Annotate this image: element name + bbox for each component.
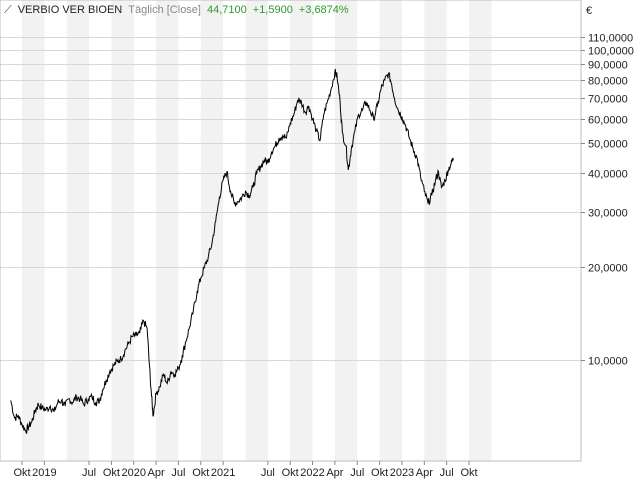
change-absolute: +1,5900 (252, 4, 293, 16)
quarter-band (245, 0, 268, 461)
x-tick-label: Okt (13, 467, 30, 479)
quarter-band (424, 0, 447, 461)
quarter-bands (22, 0, 492, 461)
quarter-band (66, 0, 90, 461)
currency-label: € (586, 5, 592, 17)
x-tick-label: Jul (440, 467, 454, 479)
y-tick-label: 90,0000 (588, 60, 628, 72)
x-axis: Okt 2019 Jul Okt 2020 Apr Jul Okt 2021 Jul Okt 2022… (13, 461, 478, 479)
y-tick-label: 10,0000 (588, 356, 628, 368)
x-tick-label: Apr (148, 467, 165, 479)
y-tick-label: 100,0000 (588, 46, 634, 58)
last-price: 44,7100 (207, 4, 247, 16)
gridlines (0, 37, 581, 361)
y-tick-label: 70,0000 (588, 94, 628, 106)
x-tick-label: 2021 (211, 467, 235, 479)
y-tick-label: 50,0000 (588, 139, 628, 151)
quarter-band (156, 0, 179, 461)
x-tick-label: Okt (371, 467, 388, 479)
x-tick-label: 2019 (32, 467, 56, 479)
x-tick-label: 2022 (300, 467, 324, 479)
price-mode: Täglich [Close] (128, 4, 201, 16)
quarter-band (22, 0, 45, 461)
y-tick-label: 110,0000 (588, 33, 633, 45)
x-tick-label: Okt (103, 467, 120, 479)
x-tick-label: Okt (282, 467, 299, 479)
quarter-band (111, 0, 134, 461)
chart-header: ⟋ VERBIO VER BIOEN Täglich [Close] 44,7100 +… (4, 3, 355, 17)
quarter-band (290, 0, 313, 461)
x-tick-label: Apr (326, 467, 343, 479)
change-percent: +3,6874% (298, 4, 349, 16)
instrument-name: VERBIO VER BIOEN (17, 4, 123, 16)
y-tick-label: 60,0000 (588, 115, 628, 127)
y-tick-label: 80,0000 (588, 76, 628, 88)
x-tick-label: Jul (261, 467, 275, 479)
quarter-band (334, 0, 358, 461)
quarter-band (379, 0, 402, 461)
y-tick-label: 40,0000 (588, 169, 628, 181)
x-tick-label: Jul (350, 467, 364, 479)
quarter-band (200, 0, 224, 461)
y-tick-label: 30,0000 (588, 208, 628, 220)
y-tick-label: 20,0000 (588, 263, 628, 275)
chart-line-icon: ⟋ (4, 4, 12, 16)
price-line (10, 68, 454, 435)
quarter-band (469, 0, 492, 461)
x-tick-label: Okt (192, 467, 209, 479)
x-tick-label: Okt (460, 467, 477, 479)
x-tick-label: Jul (171, 467, 185, 479)
x-tick-label: 2023 (390, 467, 414, 479)
x-tick-label: Apr (416, 467, 433, 479)
x-tick-label: Jul (82, 467, 96, 479)
x-tick-label: 2020 (122, 467, 146, 479)
